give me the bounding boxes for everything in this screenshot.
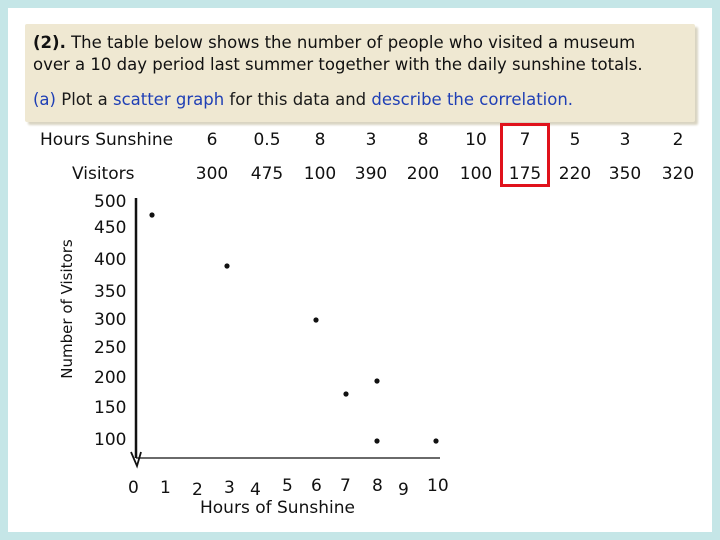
y-tick-label: 350 [94, 282, 127, 302]
sunshine-cell: 6 [206, 130, 218, 150]
y-tick-label: 500 [94, 192, 127, 212]
x-tick-label: 1 [160, 478, 171, 498]
axis-origin-tick [130, 451, 142, 469]
x-tick-label: 6 [311, 476, 322, 496]
scatter-point [149, 212, 155, 218]
row-label-visitors: Visitors [72, 164, 135, 184]
visitors-cell: 300 [195, 164, 229, 184]
visitors-cell: 350 [608, 164, 642, 184]
part-a-instruction: (a) Plot a scatter graph for this data a… [33, 90, 573, 109]
visitors-cell: 200 [406, 164, 440, 184]
question-line-1: (2). The table below shows the number of… [33, 33, 635, 52]
y-tick-label: 300 [94, 310, 127, 330]
y-tick-label: 150 [94, 398, 127, 418]
scatter-point [224, 263, 230, 269]
y-tick-label: 100 [94, 430, 127, 450]
scatter-point [374, 378, 380, 384]
scatter-point [374, 438, 380, 444]
x-tick-label: 9 [398, 480, 409, 500]
x-tick-label: 8 [372, 476, 383, 496]
part-a-label: (a) [33, 90, 56, 109]
visitors-cell: 100 [303, 164, 337, 184]
sunshine-cell: 0.5 [253, 130, 281, 150]
part-a-describe: describe the correlation. [371, 90, 574, 109]
data-table: Hours Sunshine Visitors 6 0.5 8 3 8 10 7 5 3 2 300… [0, 128, 720, 188]
visitors-cell: 475 [250, 164, 284, 184]
question-number: (2). [33, 33, 66, 52]
sunshine-cell: 3 [619, 130, 631, 150]
sunshine-cell: 8 [314, 130, 326, 150]
x-tick-label: 5 [282, 476, 293, 496]
y-tick-label: 450 [94, 218, 127, 238]
question-header: (2). The table below shows the number of… [25, 24, 695, 122]
visitors-cell: 100 [459, 164, 493, 184]
scatter-point [433, 438, 439, 444]
question-text-1: The table below shows the number of peop… [71, 33, 636, 52]
sunshine-cell: 8 [417, 130, 429, 150]
x-tick-label: 2 [192, 480, 203, 500]
visitors-cell: 390 [354, 164, 388, 184]
question-line-2: over a 10 day period last summer togethe… [33, 55, 643, 74]
x-tick-label: 7 [340, 476, 351, 496]
visitors-cell: 175 [508, 164, 542, 184]
sunshine-cell: 5 [569, 130, 581, 150]
sunshine-cell: 7 [519, 130, 531, 150]
sunshine-cell: 2 [672, 130, 684, 150]
part-a-for: for this data and [229, 90, 367, 109]
row-label-sunshine: Hours Sunshine [40, 130, 174, 150]
x-axis-label: Hours of Sunshine [200, 498, 355, 518]
scatter-point [343, 391, 349, 397]
y-tick-label: 250 [94, 338, 127, 358]
part-a-plot: Plot a [61, 90, 108, 109]
sunshine-cell: 3 [365, 130, 377, 150]
visitors-cell: 320 [661, 164, 695, 184]
highlight-box [500, 123, 550, 187]
scatter-point [313, 317, 319, 323]
sunshine-cell: 10 [465, 130, 487, 150]
x-tick-label: 4 [250, 480, 261, 500]
y-tick-label: 200 [94, 368, 127, 388]
y-tick-label: 400 [94, 250, 127, 270]
part-a-scatter: scatter graph [112, 90, 225, 109]
visitors-cell: 220 [558, 164, 592, 184]
x-tick-label: 10 [427, 476, 449, 496]
x-tick-label: 3 [224, 478, 235, 498]
x-tick-label: 0 [128, 478, 139, 498]
